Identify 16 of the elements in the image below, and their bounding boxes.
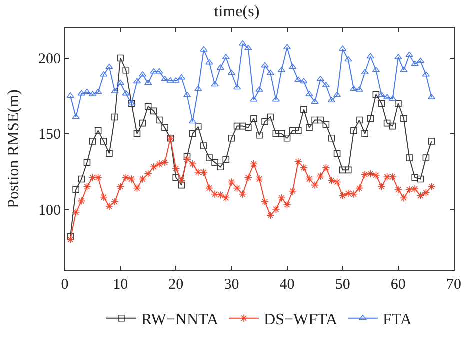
x-tick-label: 0 <box>61 277 69 293</box>
y-tick-label: 150 <box>38 127 61 144</box>
legend-label: RW−NNTA <box>142 312 220 329</box>
x-tick-label: 10 <box>113 277 128 293</box>
chart-title: time(s) <box>214 3 260 20</box>
legend-label: DS−WFTA <box>264 312 338 329</box>
x-tick-label: 70 <box>446 277 462 293</box>
y-axis-title: Postion RMSE(m) <box>5 90 22 208</box>
y-tick-label: 100 <box>38 202 61 219</box>
y-tick-label: 200 <box>38 52 61 68</box>
x-tick-label: 20 <box>168 277 184 293</box>
x-tick-label: 50 <box>335 277 350 293</box>
x-tick-label: 30 <box>224 277 240 293</box>
x-tick-label: 60 <box>390 277 406 293</box>
legend-label: FTA <box>382 312 412 329</box>
x-tick-label: 40 <box>280 277 295 293</box>
